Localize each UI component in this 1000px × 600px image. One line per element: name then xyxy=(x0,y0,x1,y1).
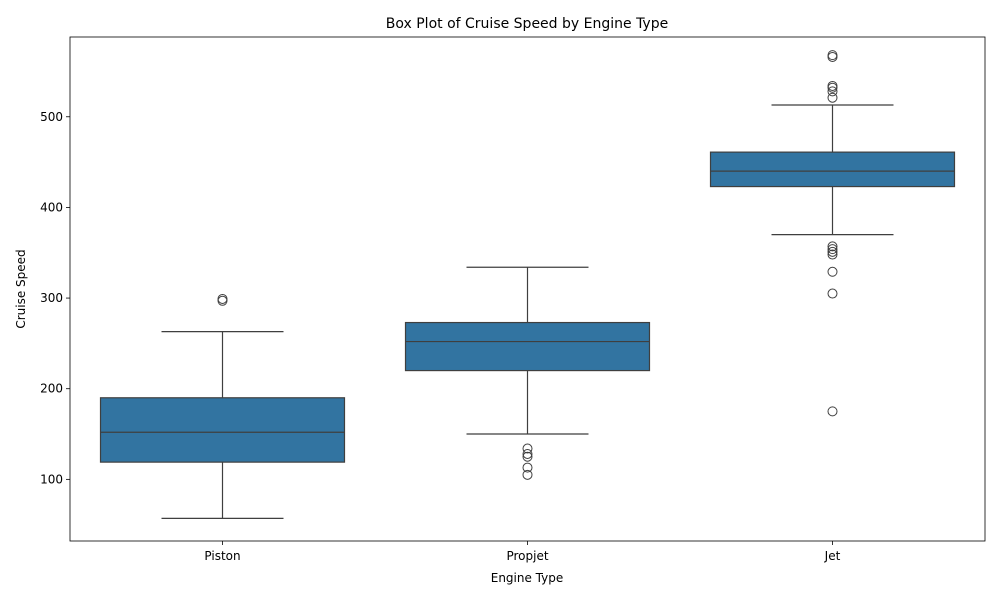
outlier-point xyxy=(827,266,838,277)
outlier-point xyxy=(522,469,533,480)
x-tick-label: Piston xyxy=(204,549,240,563)
outlier-point xyxy=(827,406,838,417)
outlier-point xyxy=(827,80,838,91)
outlier-point xyxy=(827,249,838,260)
outlier-point xyxy=(827,241,838,252)
y-tick-label: 400 xyxy=(40,200,63,214)
box-iqr xyxy=(99,397,346,463)
outlier-point xyxy=(827,50,838,61)
outlier-point xyxy=(217,293,228,304)
outlier-point xyxy=(522,443,533,454)
box-group-propjet xyxy=(404,266,651,480)
y-tick-label: 200 xyxy=(40,382,63,396)
box-iqr xyxy=(404,321,651,372)
x-axis-label: Engine Type xyxy=(491,571,564,585)
y-tick-label: 300 xyxy=(40,291,63,305)
outlier-point xyxy=(522,448,533,459)
outlier-point xyxy=(827,246,838,257)
x-tick-label: Propjet xyxy=(506,549,548,563)
outlier-point xyxy=(827,244,838,255)
box-group-jet xyxy=(709,50,956,417)
outlier-point xyxy=(522,462,533,473)
plot-area xyxy=(99,50,956,519)
chart-title: Box Plot of Cruise Speed by Engine Type xyxy=(386,16,668,32)
outlier-point xyxy=(827,86,838,97)
box-group-piston xyxy=(99,293,346,519)
y-tick-label: 500 xyxy=(40,110,63,124)
outlier-point xyxy=(827,92,838,103)
outlier-point xyxy=(827,288,838,299)
outlier-point xyxy=(522,451,533,462)
box-iqr xyxy=(709,151,956,188)
y-tick-label: 100 xyxy=(40,472,63,486)
y-axis-label: Cruise Speed xyxy=(14,249,28,328)
axes: 100 200 300 400 500 Piston Propjet Jet xyxy=(40,36,986,563)
x-tick-label: Jet xyxy=(824,549,841,563)
